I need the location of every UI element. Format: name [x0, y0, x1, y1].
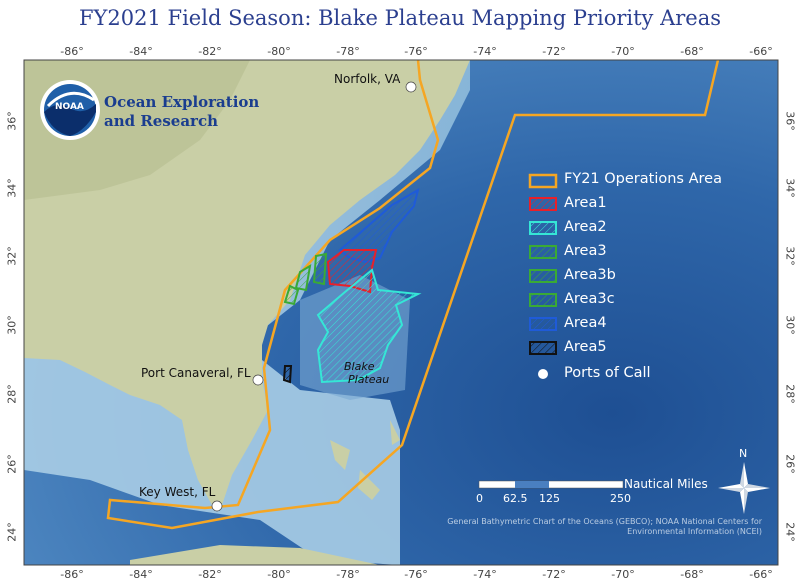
port-marker-norfolk: [405, 81, 417, 93]
port-label-port-canaveral: Port Canaveral, FL: [141, 366, 251, 380]
legend-label-area1: Area1: [564, 195, 607, 211]
legend-swatch-area5: [529, 341, 557, 355]
legend-swatch-area3b: [529, 269, 557, 283]
lat-tick-left: 28°: [5, 384, 19, 404]
lat-tick-right: 28°: [783, 384, 797, 404]
port-marker-key-west: [211, 500, 223, 512]
port-marker-port-canaveral: [252, 374, 264, 386]
legend-label-area5: Area5: [564, 339, 607, 355]
legend-swatch-area2: [529, 221, 557, 235]
area3-polygon: [312, 252, 328, 286]
legend-label-area4: Area4: [564, 315, 607, 331]
lat-tick-left: 32°: [5, 246, 19, 266]
page-title: FY2021 Field Season: Blake Plateau Mappi…: [78, 6, 722, 30]
lat-tick-right: 26°: [783, 454, 797, 474]
lon-tick-top: -84°: [129, 45, 153, 58]
legend-swatch-area1: [529, 197, 557, 211]
lat-tick-right: 32°: [783, 246, 797, 266]
lon-tick-bottom: -72°: [542, 568, 566, 581]
legend-label-area3: Area3: [564, 243, 607, 259]
area2-polygon: [316, 268, 422, 384]
organization-name: Ocean Exploration and Research: [104, 93, 260, 130]
scale-tick-125: 125: [539, 492, 560, 505]
legend-swatch-area3c: [529, 293, 557, 307]
lat-tick-right: 36°: [783, 111, 797, 131]
lat-tick-left: 24°: [5, 522, 19, 542]
scale-tick-0: 0: [476, 492, 483, 505]
noaa-logo-text: NOAA: [55, 102, 84, 112]
lon-tick-bottom: -80°: [267, 568, 291, 581]
north-arrow-icon: [718, 462, 770, 514]
lon-tick-top: -82°: [198, 45, 222, 58]
legend-label-area3c: Area3c: [564, 291, 615, 307]
lat-tick-right: 24°: [783, 522, 797, 542]
lon-tick-top: -78°: [336, 45, 360, 58]
lon-tick-bottom: -74°: [473, 568, 497, 581]
scale-bar: [478, 480, 624, 489]
north-label: N: [739, 447, 748, 460]
lon-tick-bottom: -82°: [198, 568, 222, 581]
lon-tick-bottom: -66°: [749, 568, 773, 581]
scale-unit: Nautical Miles: [624, 477, 708, 491]
legend-label-ports-of-call: Ports of Call: [564, 365, 651, 381]
lon-tick-bottom: -84°: [129, 568, 153, 581]
land-cuba: [130, 545, 380, 565]
lon-tick-top: -70°: [611, 45, 635, 58]
lon-tick-top: -72°: [542, 45, 566, 58]
lat-tick-right: 34°: [783, 178, 797, 198]
legend-swatch-ports: [538, 369, 548, 379]
lat-tick-right: 30°: [783, 315, 797, 335]
lon-tick-bottom: -76°: [404, 568, 428, 581]
legend: [528, 173, 558, 379]
lon-tick-top: -68°: [680, 45, 704, 58]
area3b-polygon: [294, 264, 312, 292]
lon-tick-bottom: -68°: [680, 568, 704, 581]
lon-tick-top: -80°: [267, 45, 291, 58]
credits: General Bathymetric Chart of the Oceans …: [447, 517, 762, 536]
blake-plateau-label: Blake Plateau: [344, 360, 390, 386]
lat-tick-left: 30°: [5, 315, 19, 335]
lon-tick-top: -76°: [404, 45, 428, 58]
legend-swatch-area4: [529, 317, 557, 331]
lat-tick-left: 36°: [5, 111, 19, 131]
lat-tick-left: 34°: [5, 178, 19, 198]
legend-label-fy21-operations-area: FY21 Operations Area: [564, 171, 722, 187]
lon-tick-top: -86°: [60, 45, 84, 58]
lon-tick-top: -74°: [473, 45, 497, 58]
area3c-polygon: [283, 284, 300, 306]
legend-swatch-operations: [528, 173, 558, 189]
legend-label-area2: Area2: [564, 219, 607, 235]
noaa-logo: [40, 80, 100, 140]
lon-tick-bottom: -86°: [60, 568, 84, 581]
lon-tick-bottom: -70°: [611, 568, 635, 581]
legend-swatch-area3: [529, 245, 557, 259]
legend-label-area3b: Area3b: [564, 267, 616, 283]
port-label-key-west: Key West, FL: [139, 485, 216, 499]
area5-polygon: [282, 365, 293, 384]
lat-tick-left: 26°: [5, 454, 19, 474]
land-bahamas: [330, 420, 400, 500]
lon-tick-top: -66°: [749, 45, 773, 58]
port-label-norfolk: Norfolk, VA: [334, 72, 401, 86]
scale-tick-62-5: 62.5: [503, 492, 528, 505]
lon-tick-bottom: -78°: [336, 568, 360, 581]
scale-tick-250: 250: [610, 492, 631, 505]
